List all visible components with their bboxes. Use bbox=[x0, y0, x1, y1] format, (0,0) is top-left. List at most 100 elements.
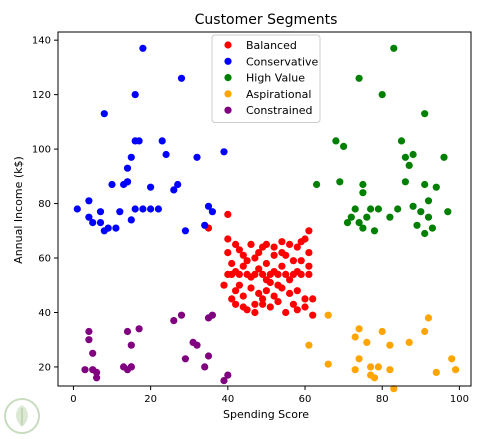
point-balanced-75 bbox=[278, 238, 286, 246]
point-conservative-21 bbox=[135, 137, 143, 145]
point-balanced-33 bbox=[243, 270, 251, 278]
point-balanced-45 bbox=[255, 289, 263, 297]
point-constrained-10 bbox=[127, 341, 135, 349]
point-aspirational-6 bbox=[355, 355, 363, 363]
point-balanced-69 bbox=[282, 251, 290, 259]
chart-title: Customer Segments bbox=[195, 12, 338, 28]
point-balanced-77 bbox=[305, 249, 313, 257]
point-balanced-26 bbox=[278, 262, 286, 270]
point-high-value-33 bbox=[428, 224, 436, 232]
point-high-value-22 bbox=[401, 153, 409, 161]
point-balanced-3 bbox=[224, 249, 232, 257]
point-balanced-54 bbox=[243, 306, 251, 314]
point-conservative-11 bbox=[116, 208, 124, 216]
point-balanced-23 bbox=[255, 265, 263, 273]
point-balanced-56 bbox=[259, 300, 267, 308]
point-high-value-1 bbox=[332, 137, 340, 145]
legend-marker-aspirational bbox=[224, 90, 232, 98]
point-aspirational-18 bbox=[424, 314, 433, 322]
point-balanced-70 bbox=[243, 257, 251, 265]
point-constrained-13 bbox=[135, 325, 143, 333]
point-conservative-6 bbox=[100, 110, 108, 118]
point-conservative-35 bbox=[204, 202, 213, 210]
x-tick-label: 0 bbox=[70, 394, 76, 405]
point-constrained-23 bbox=[220, 377, 228, 385]
point-high-value-14 bbox=[370, 227, 379, 235]
legend-label-balanced: Balanced bbox=[246, 39, 297, 52]
x-axis-label: Spending Score bbox=[223, 408, 309, 421]
watermark-logo bbox=[4, 398, 40, 434]
x-tick-label: 60 bbox=[299, 394, 312, 405]
point-conservative-20 bbox=[131, 205, 139, 213]
point-high-value-31 bbox=[424, 197, 433, 205]
point-constrained-1 bbox=[85, 327, 93, 336]
point-high-value-28 bbox=[421, 110, 429, 118]
point-aspirational-11 bbox=[374, 363, 382, 371]
point-balanced-8 bbox=[247, 240, 255, 248]
point-balanced-18 bbox=[305, 227, 313, 235]
point-conservative-2 bbox=[85, 213, 93, 221]
point-constrained-24 bbox=[224, 371, 232, 379]
point-balanced-1 bbox=[224, 210, 232, 218]
point-constrained-5 bbox=[93, 374, 101, 382]
point-balanced-44 bbox=[247, 284, 255, 292]
point-balanced-32 bbox=[235, 270, 243, 278]
point-aspirational-12 bbox=[378, 327, 386, 336]
point-conservative-32 bbox=[181, 227, 189, 235]
point-conservative-31 bbox=[177, 74, 186, 82]
legend-box bbox=[211, 34, 321, 123]
point-high-value-6 bbox=[351, 205, 359, 213]
point-high-value-17 bbox=[386, 213, 394, 221]
point-conservative-22 bbox=[139, 44, 147, 52]
point-balanced-39 bbox=[289, 270, 297, 278]
point-balanced-66 bbox=[228, 295, 236, 303]
point-conservative-37 bbox=[220, 148, 228, 156]
y-tick-label: 40 bbox=[38, 308, 51, 319]
point-conservative-1 bbox=[85, 197, 93, 205]
point-constrained-14 bbox=[170, 317, 178, 325]
legend-marker-conservative bbox=[224, 57, 232, 65]
point-constrained-20 bbox=[204, 352, 213, 360]
point-high-value-0 bbox=[313, 180, 321, 189]
point-balanced-38 bbox=[282, 270, 290, 278]
y-tick-label: 140 bbox=[32, 36, 51, 47]
point-balanced-29 bbox=[289, 257, 297, 265]
x-tick-label: 80 bbox=[376, 394, 389, 405]
point-balanced-58 bbox=[274, 298, 282, 306]
point-conservative-9 bbox=[108, 180, 116, 189]
point-constrained-16 bbox=[181, 355, 189, 363]
point-high-value-5 bbox=[347, 213, 355, 221]
point-high-value-10 bbox=[359, 180, 367, 189]
point-balanced-34 bbox=[251, 270, 259, 278]
point-balanced-40 bbox=[297, 270, 305, 278]
point-high-value-12 bbox=[363, 213, 371, 221]
point-aspirational-21 bbox=[452, 366, 460, 374]
point-aspirational-2 bbox=[324, 360, 332, 368]
point-aspirational-1 bbox=[324, 311, 332, 319]
point-high-value-30 bbox=[421, 180, 429, 189]
legend: Balanced Conservative High Value Aspiration… bbox=[211, 34, 321, 123]
axes: 0 20 40 60 80 100 20 40 60 80 100 120 140 bbox=[32, 31, 472, 405]
legend-marker-constrained bbox=[224, 106, 232, 114]
point-balanced-6 bbox=[235, 246, 243, 254]
point-balanced-72 bbox=[255, 249, 263, 257]
point-high-value-20 bbox=[397, 137, 406, 145]
legend-label-conservative: Conservative bbox=[246, 55, 319, 68]
point-high-value-32 bbox=[424, 213, 433, 221]
point-conservative-16 bbox=[127, 153, 135, 161]
point-constrained-15 bbox=[177, 311, 186, 319]
point-aspirational-16 bbox=[405, 338, 413, 346]
y-tick-label: 20 bbox=[38, 362, 51, 373]
point-conservative-34 bbox=[201, 221, 209, 229]
point-high-value-29 bbox=[421, 229, 429, 238]
point-balanced-36 bbox=[266, 270, 274, 278]
point-balanced-74 bbox=[270, 251, 278, 259]
point-constrained-18 bbox=[193, 341, 201, 349]
point-constrained-22 bbox=[208, 311, 216, 319]
point-balanced-62 bbox=[301, 303, 309, 311]
y-tick-label: 100 bbox=[32, 145, 51, 156]
point-balanced-64 bbox=[309, 295, 317, 303]
point-conservative-28 bbox=[162, 150, 170, 159]
point-high-value-18 bbox=[390, 44, 398, 52]
